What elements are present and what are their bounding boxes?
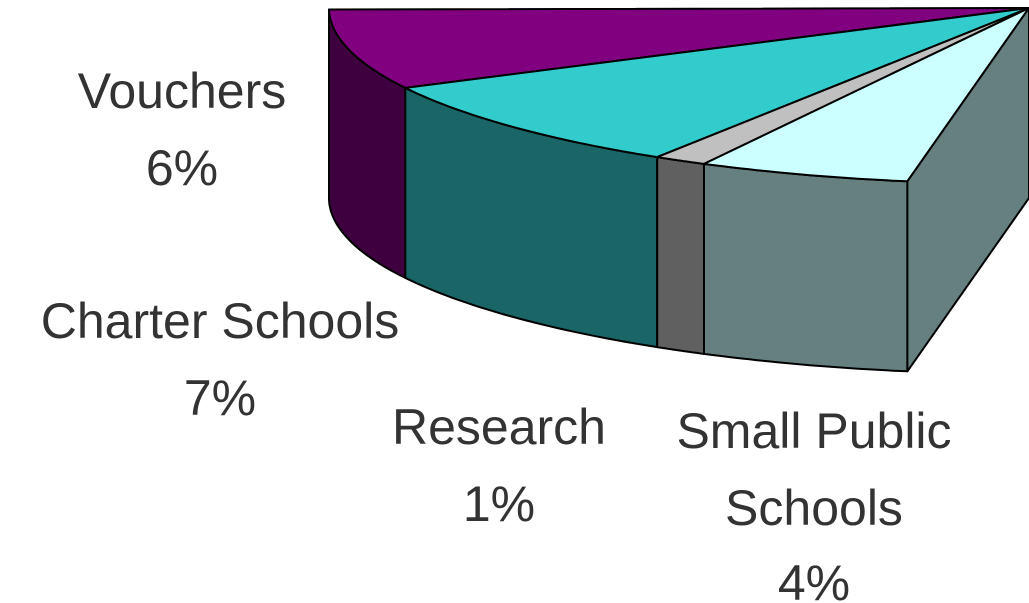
slice-side-small-public-schools	[703, 162, 909, 373]
slice-cut-face	[906, 7, 1029, 373]
slice-top-charter-schools	[404, 7, 1029, 159]
slice-side-research	[656, 156, 705, 355]
slice-labels: Vouchers 6% Charter Schools 7% Research …	[41, 63, 952, 603]
label-vouchers: Vouchers	[78, 63, 286, 119]
label-small-public-schools-line2: Schools	[725, 480, 903, 536]
slice-top-small-public-schools	[703, 7, 1029, 183]
value-small-public-schools: 4%	[778, 555, 850, 603]
value-charter-schools: 7%	[184, 370, 256, 426]
value-research: 1%	[463, 476, 535, 532]
label-charter-schools: Charter Schools	[41, 293, 400, 349]
label-research: Research	[392, 399, 606, 455]
label-small-public-schools-line1: Small Public	[676, 403, 951, 459]
value-vouchers: 6%	[146, 140, 218, 196]
slice-top-research	[656, 7, 1029, 165]
slice-top-vouchers	[328, 7, 1029, 89]
pie-slices	[328, 7, 1029, 373]
